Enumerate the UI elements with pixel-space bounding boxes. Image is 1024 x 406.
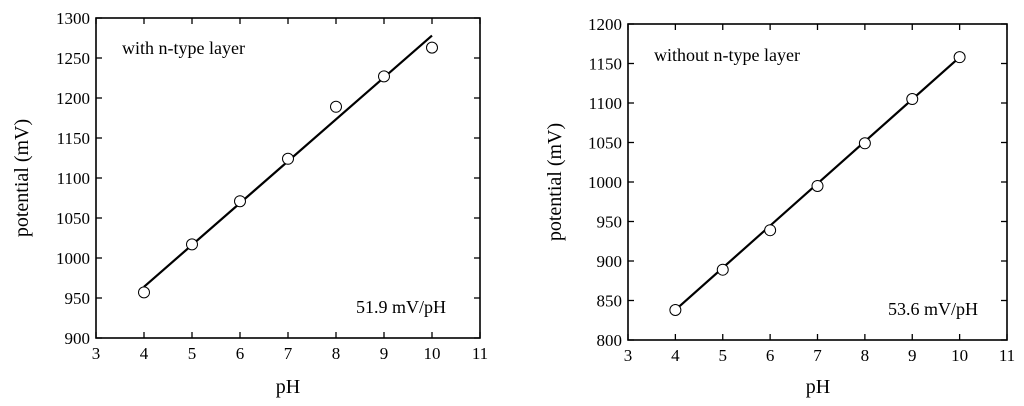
y-tick-label: 950 bbox=[597, 213, 623, 232]
x-tick-label: 7 bbox=[813, 346, 822, 365]
data-point bbox=[138, 286, 150, 299]
data-point bbox=[282, 152, 294, 165]
y-tick-label: 1150 bbox=[57, 129, 90, 148]
series-annotation: with n-type layer bbox=[122, 38, 245, 58]
x-tick-label: 10 bbox=[951, 346, 968, 365]
x-tick-label: 11 bbox=[472, 344, 488, 363]
x-tick-label: 9 bbox=[380, 344, 389, 363]
y-tick-label: 1100 bbox=[57, 169, 90, 188]
y-tick-label: 1100 bbox=[589, 94, 622, 113]
plot-frame bbox=[95, 17, 481, 339]
y-tick-label: 1000 bbox=[588, 173, 622, 192]
y-tick-label: 850 bbox=[597, 292, 623, 311]
y-tick-label: 900 bbox=[65, 329, 91, 348]
slope-annotation: 53.6 mV/pH bbox=[888, 299, 978, 319]
y-tick-label: 900 bbox=[597, 252, 623, 271]
x-tick-label: 11 bbox=[999, 346, 1015, 365]
x-tick-label: 6 bbox=[766, 346, 775, 365]
y-axis-label: potential (mV) bbox=[11, 119, 33, 237]
data-point bbox=[186, 238, 198, 251]
x-tick-label: 6 bbox=[236, 344, 245, 363]
y-axis-label: potential (mV) bbox=[544, 123, 566, 241]
data-point bbox=[953, 51, 966, 64]
x-tick-label: 9 bbox=[908, 346, 917, 365]
data-point bbox=[669, 303, 682, 316]
y-tick-label: 1050 bbox=[56, 209, 90, 228]
data-point bbox=[764, 224, 777, 237]
y-tick-label: 950 bbox=[65, 289, 91, 308]
y-tick-label: 1200 bbox=[588, 15, 622, 34]
x-tick-label: 5 bbox=[188, 344, 197, 363]
y-tick-label: 1200 bbox=[56, 89, 90, 108]
chart-panel-2: 3 4 5 6 7 8 9 10 11 800 850 900 950 1000 1050 1100 1150 1… bbox=[544, 15, 1015, 398]
data-point bbox=[378, 70, 390, 83]
x-tick-label: 3 bbox=[92, 344, 101, 363]
x-axis-label: pH bbox=[276, 376, 300, 398]
y-tick-label: 1150 bbox=[589, 55, 622, 74]
data-point bbox=[811, 179, 824, 192]
x-tick-label: 7 bbox=[284, 344, 293, 363]
data-point bbox=[330, 100, 342, 113]
y-tick-label: 1050 bbox=[588, 134, 622, 153]
y-tick-label: 1000 bbox=[56, 249, 90, 268]
x-tick-label: 4 bbox=[671, 346, 680, 365]
data-point bbox=[426, 41, 438, 54]
x-tick-label: 5 bbox=[719, 346, 728, 365]
y-tick-label: 800 bbox=[597, 331, 623, 350]
data-point bbox=[234, 195, 246, 208]
data-point bbox=[858, 137, 871, 150]
x-tick-label: 3 bbox=[624, 346, 633, 365]
data-point bbox=[906, 93, 919, 106]
chart-panel-1: 3 4 5 6 7 8 9 10 11 900 950 1000 1050 1100 1150 1200 125… bbox=[11, 9, 488, 398]
y-tick-label: 1250 bbox=[56, 49, 90, 68]
x-tick-label: 10 bbox=[424, 344, 441, 363]
slope-annotation: 51.9 mV/pH bbox=[356, 297, 446, 317]
series-annotation: without n-type layer bbox=[654, 45, 800, 65]
x-tick-label: 8 bbox=[332, 344, 341, 363]
y-tick-label: 1300 bbox=[56, 9, 90, 28]
x-tick-label: 8 bbox=[861, 346, 870, 365]
x-axis-label: pH bbox=[806, 376, 830, 398]
data-point bbox=[716, 263, 729, 276]
x-tick-label: 4 bbox=[140, 344, 149, 363]
